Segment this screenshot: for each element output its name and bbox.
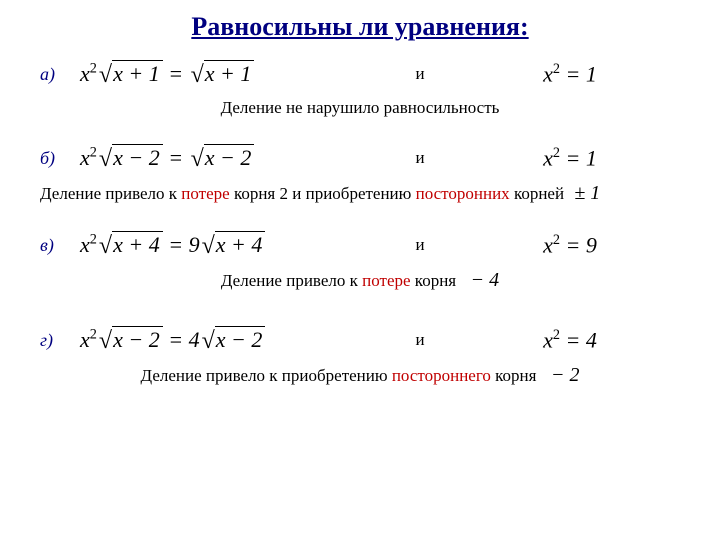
label-a: а) <box>40 64 80 85</box>
row-b: б) x2x − 2 = x − 2 и x2 = 1 <box>0 144 720 172</box>
page-title: Равносильны ли уравнения: <box>0 0 720 42</box>
connector-a: и <box>380 64 460 84</box>
label-b: б) <box>40 148 80 169</box>
row-v: в) x2x + 4 = 9x + 4 и x2 = 9 <box>0 231 720 259</box>
explain-a: Деление не нарушило равносильность <box>0 98 720 118</box>
equation-g-right: x2 = 4 <box>460 327 680 353</box>
row-g: г) x2x − 2 = 4x − 2 и x2 = 4 <box>0 326 720 354</box>
connector-v: и <box>380 235 460 255</box>
connector-b: и <box>380 148 460 168</box>
equation-g-left: x2x − 2 = 4x − 2 <box>80 326 380 354</box>
explain-b: Деление привело к потере корня 2 и приоб… <box>0 182 720 205</box>
equation-b-left: x2x − 2 = x − 2 <box>80 144 380 172</box>
explain-g: Деление привело к приобретению посторонн… <box>0 364 720 387</box>
equation-a-right: x2 = 1 <box>460 61 680 87</box>
label-g: г) <box>40 330 80 351</box>
equation-v-right: x2 = 9 <box>460 232 680 258</box>
equation-a-left: x2x + 1 = x + 1 <box>80 60 380 88</box>
connector-g: и <box>380 330 460 350</box>
label-v: в) <box>40 235 80 256</box>
explain-v: Деление привело к потере корня − 4 <box>0 269 720 292</box>
row-a: а) x2x + 1 = x + 1 и x2 = 1 <box>0 60 720 88</box>
equation-b-right: x2 = 1 <box>460 145 680 171</box>
equation-v-left: x2x + 4 = 9x + 4 <box>80 231 380 259</box>
